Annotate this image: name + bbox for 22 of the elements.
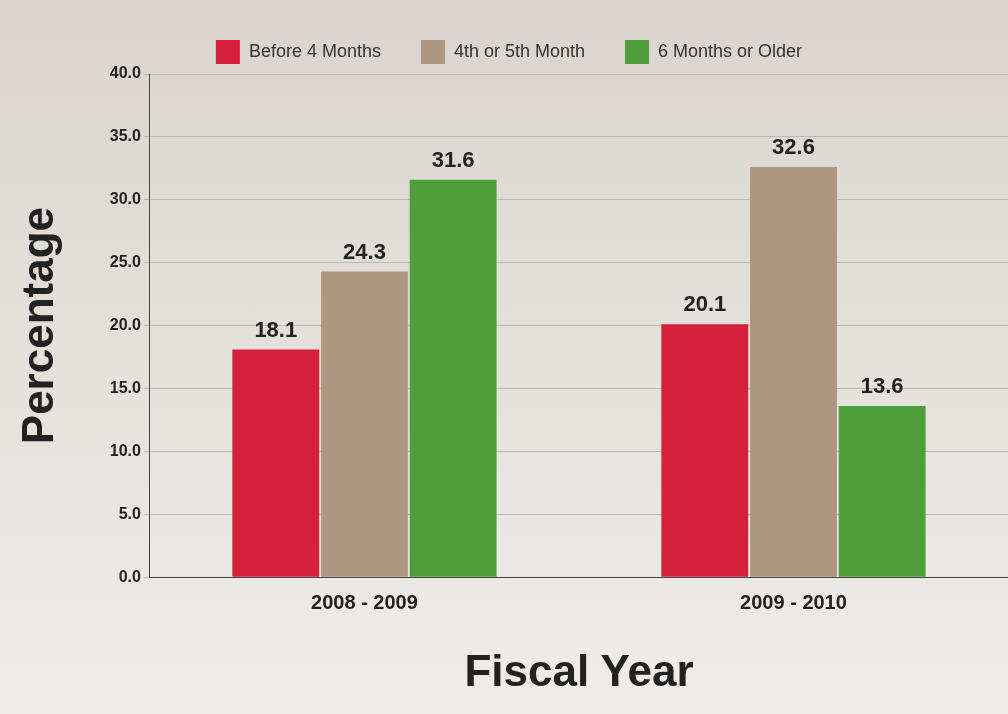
y-tick-label: 10.0 [109, 441, 142, 459]
y-tick-label: 30.0 [109, 190, 142, 208]
legend-label: 4th or 5th Month [453, 40, 586, 61]
y-tick-label: 35.0 [109, 127, 142, 145]
data-label: 32.6 [772, 134, 815, 160]
y-tick-label: 15.0 [109, 378, 142, 396]
y-tick-label: 40.0 [109, 64, 142, 82]
data-label: 13.6 [860, 373, 904, 399]
y-tick-label: 20.0 [109, 316, 142, 334]
x-tick-label: 2009 - 2010 [740, 590, 847, 613]
y-axis-title: Percentage [12, 206, 62, 445]
data-label: 24.3 [343, 238, 386, 264]
data-label: 20.1 [683, 291, 727, 317]
legend-label: Before 4 Months [248, 40, 381, 61]
legend-label: 6 Months or Older [658, 40, 803, 61]
y-tick-label: 5.0 [118, 504, 142, 522]
y-tick-label: 0.0 [118, 567, 142, 585]
x-axis-title: Fiscal Year [464, 645, 694, 695]
x-tick-label: 2008 - 2009 [311, 590, 418, 613]
data-label: 31.6 [431, 146, 475, 172]
y-tick-label: 25.0 [109, 253, 142, 271]
data-label: 18.1 [254, 316, 298, 342]
